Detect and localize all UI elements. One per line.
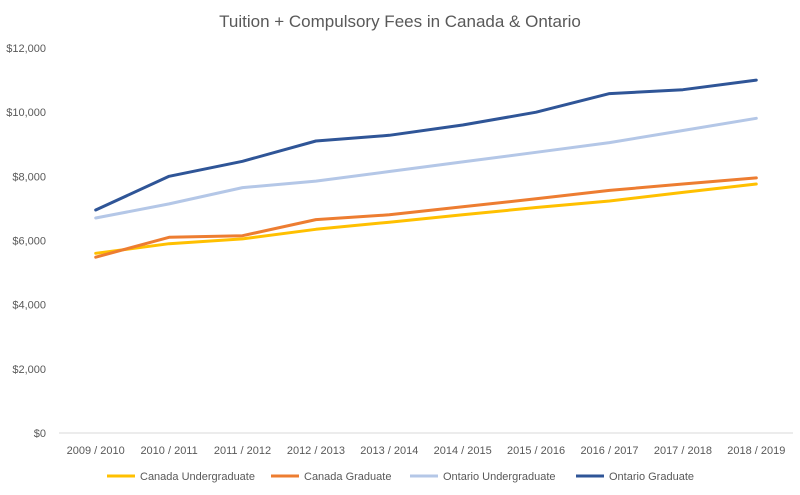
x-tick-label: 2014 / 2015 — [434, 445, 492, 457]
y-tick-label: $10,000 — [6, 107, 46, 119]
series-lines — [94, 78, 758, 259]
x-tick-label: 2013 / 2014 — [360, 445, 418, 457]
legend: Canada Undergraduate Canada Graduate Ontar… — [107, 471, 694, 483]
chart-title: Tuition + Compulsory Fees in Canada & On… — [219, 12, 581, 31]
x-tick-label: 2016 / 2017 — [580, 445, 638, 457]
y-tick-label: $12,000 — [6, 43, 46, 55]
y-tick-label: $0 — [34, 428, 46, 440]
y-tick-label: $8,000 — [12, 171, 46, 183]
legend-label: Canada Undergraduate — [140, 471, 255, 483]
legend-label: Ontario Undergraduate — [443, 471, 556, 483]
x-tick-label: 2017 / 2018 — [654, 445, 712, 457]
legend-label: Ontario Graduate — [609, 471, 694, 483]
y-tick-label: $4,000 — [12, 300, 46, 312]
x-tick-label: 2009 / 2010 — [67, 445, 125, 457]
series-line-canada-graduate — [94, 176, 758, 259]
x-tick-label: 2015 / 2016 — [507, 445, 565, 457]
legend-label: Canada Graduate — [304, 471, 391, 483]
series-line-ontario-graduate — [94, 78, 758, 212]
series-line-ontario-undergraduate — [94, 116, 758, 220]
x-axis-ticks: 2009 / 2010 2010 / 2011 2011 / 2012 2012 / … — [67, 445, 786, 457]
x-tick-label: 2011 / 2012 — [214, 445, 271, 457]
y-axis-ticks: $0 $2,000 $4,000 $6,000 $8,000 $10,000 $12,000 — [6, 43, 46, 440]
y-tick-label: $6,000 — [12, 236, 46, 248]
y-tick-label: $2,000 — [12, 364, 46, 376]
series-line-canada-undergraduate — [94, 182, 758, 255]
x-tick-label: 2018 / 2019 — [727, 445, 785, 457]
x-tick-label: 2012 / 2013 — [287, 445, 345, 457]
x-tick-label: 2010 / 2011 — [140, 445, 197, 457]
